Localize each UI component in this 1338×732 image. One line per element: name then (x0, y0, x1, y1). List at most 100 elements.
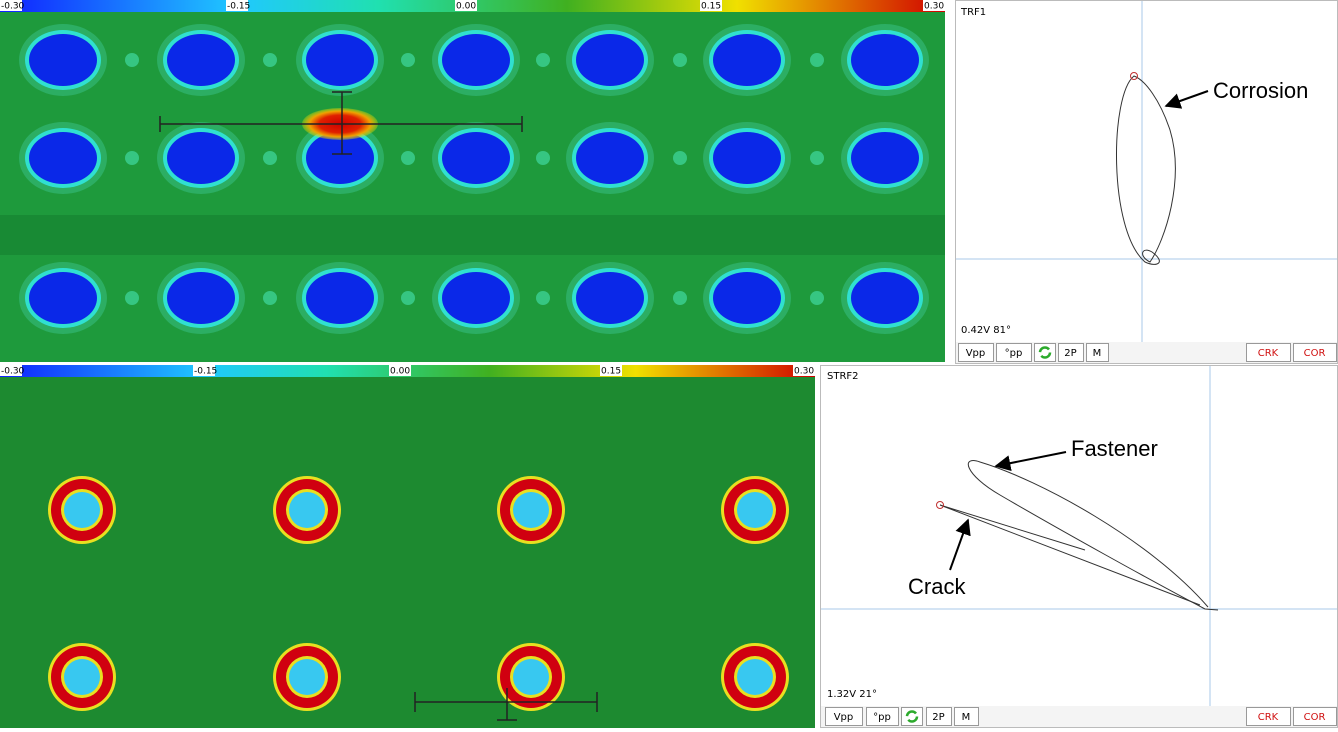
toolbar-button[interactable] (926, 707, 952, 726)
hole (513, 492, 549, 528)
blob (810, 53, 824, 67)
colorbar-label: 0.00 (456, 2, 476, 12)
annotation-arrow (994, 451, 1067, 472)
trace-start (936, 501, 944, 509)
toolbar-button[interactable] (1058, 343, 1084, 362)
toolbar-button[interactable] (825, 707, 863, 726)
hole (713, 272, 781, 324)
hole (442, 272, 510, 324)
colorbar-label-bg (455, 0, 477, 11)
blob (536, 151, 550, 165)
button-label: COR (1304, 348, 1326, 359)
scan-background (0, 377, 815, 728)
colorbar-label-bg (923, 0, 945, 11)
crack-trace (939, 504, 1201, 606)
hole (64, 659, 100, 695)
fastener-trace (967, 460, 1219, 611)
toolbar-button[interactable] (1293, 707, 1337, 726)
toolbar-button[interactable] (1246, 707, 1291, 726)
blob (673, 291, 687, 305)
refresh-icon (905, 710, 919, 723)
top-plot: TRF1 Corrosion 0.42V 81° Vpp °pp 2P M CRK COR (955, 0, 1338, 364)
scan-band (0, 215, 945, 255)
hole (576, 272, 644, 324)
toolbar-button[interactable] (1246, 343, 1291, 362)
trace-start (1130, 72, 1138, 80)
toolbar-button[interactable] (996, 343, 1032, 362)
toolbar-button[interactable] (866, 707, 899, 726)
colorbar-label: -0.15 (194, 367, 217, 377)
button-label: Vpp (834, 712, 854, 723)
button-label: °pp (873, 712, 891, 723)
plot-title: STRF2 (827, 371, 859, 382)
button-label: Vpp (966, 348, 986, 359)
bottom-scan: -0.30 -0.15 0.00 0.15 0.30 (0, 365, 815, 728)
colorbar-label: 0.30 (924, 2, 944, 12)
readout: 1.32V 21° (827, 689, 877, 700)
hole (576, 34, 644, 86)
blob (125, 151, 139, 165)
button-label: COR (1304, 712, 1326, 723)
colorbar-label-bg (193, 365, 215, 376)
button-label: CRK (1258, 348, 1279, 359)
blob (401, 291, 415, 305)
top-scan: -0.30 -0.15 0.00 0.15 0.30 (0, 0, 945, 362)
hole (713, 34, 781, 86)
blob (401, 151, 415, 165)
colorbar-label: 0.15 (701, 2, 721, 12)
toolbar-button[interactable] (1293, 343, 1337, 362)
blob (810, 291, 824, 305)
button-label: M (1093, 348, 1102, 359)
colorbar-label-bg (793, 365, 815, 376)
hole (167, 34, 235, 86)
toolbar-button[interactable] (958, 343, 994, 362)
colorbar-label-bg (389, 365, 411, 376)
blob (536, 291, 550, 305)
blob (125, 53, 139, 67)
hole (851, 272, 919, 324)
hole (167, 132, 235, 184)
annotation: Fastener (1071, 436, 1158, 461)
blob (263, 53, 277, 67)
hole (713, 132, 781, 184)
hole (289, 659, 325, 695)
blob (673, 53, 687, 67)
annotation-arrow (1164, 90, 1209, 109)
button-label: M (962, 712, 971, 723)
hole (442, 132, 510, 184)
toolbar-button[interactable] (954, 707, 979, 726)
cursor (159, 91, 523, 155)
colorbar-label: -0.30 (1, 2, 25, 12)
blob (401, 53, 415, 67)
hole (737, 659, 773, 695)
cursor (414, 688, 598, 721)
toolbar-button[interactable] (1086, 343, 1109, 362)
plot-frame (955, 0, 1338, 364)
blob (263, 151, 277, 165)
hole (306, 34, 374, 86)
colorbar-label: -0.15 (227, 2, 250, 12)
button-label: 2P (932, 712, 944, 723)
button-label: °pp (1005, 348, 1023, 359)
hole (737, 492, 773, 528)
hole (442, 34, 510, 86)
blob (673, 151, 687, 165)
blob (263, 291, 277, 305)
colorbar-label: 0.15 (601, 367, 621, 377)
refresh-button[interactable] (1034, 343, 1056, 362)
blob (536, 53, 550, 67)
refresh-button[interactable] (901, 707, 923, 726)
colorbar-label: -0.30 (1, 367, 25, 377)
hole (29, 272, 97, 324)
hole (29, 132, 97, 184)
hole (576, 132, 644, 184)
hole (306, 272, 374, 324)
blob (810, 151, 824, 165)
button-label: CRK (1258, 712, 1279, 723)
colorbar-label: 0.00 (390, 367, 410, 377)
hole (289, 492, 325, 528)
annotation-arrow (949, 518, 971, 571)
colorbar-label-bg (226, 0, 248, 11)
signal-trace (1116, 75, 1176, 265)
